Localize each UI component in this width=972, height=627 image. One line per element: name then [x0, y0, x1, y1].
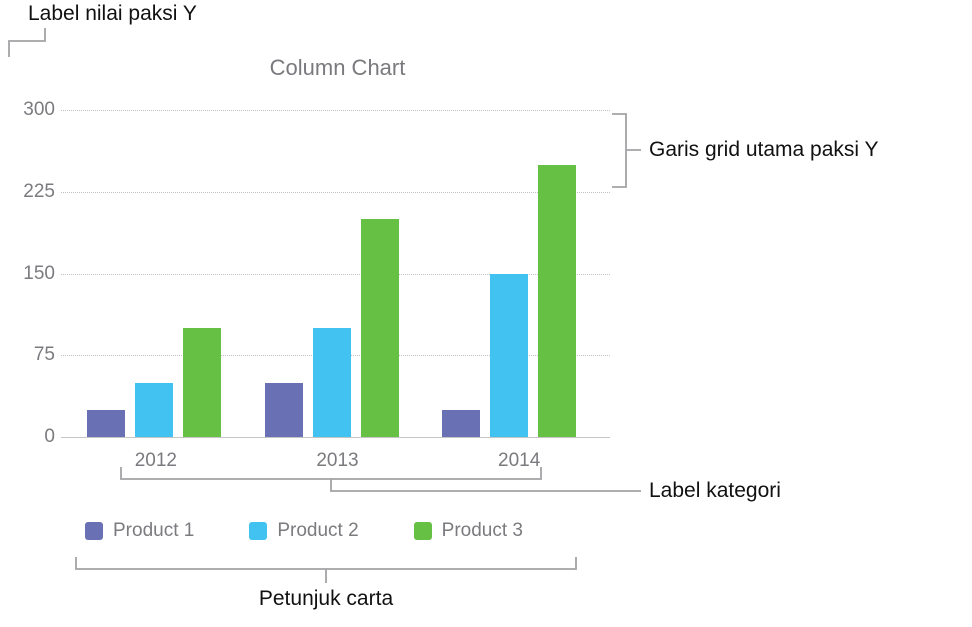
bar-groups [65, 110, 610, 437]
bar-group-2013 [243, 219, 421, 437]
bar-group-2012 [65, 328, 243, 437]
category-tick-label: 2013 [316, 450, 359, 471]
legend-swatch [413, 522, 432, 540]
bar-product-1-2013 [264, 382, 303, 437]
bar-product-2-2014 [490, 273, 529, 437]
chart-title: Column Chart [269, 55, 406, 80]
y-tick-label: 0 [44, 426, 55, 447]
bar-product-3-2014 [538, 164, 577, 437]
y-tick-label: 300 [23, 99, 55, 120]
x-axis-baseline [61, 437, 610, 438]
category-axis: 2012 2013 2014 [65, 450, 622, 472]
plot-area: 0 75 150 225 300 2012 2013 2014 [23, 99, 610, 471]
legend-series-label: Product 2 [277, 520, 359, 541]
y-tick-label: 150 [23, 262, 55, 284]
y-tick-label: 75 [33, 344, 55, 366]
bar-product-1-2012 [86, 409, 125, 437]
y-gridline [61, 191, 610, 193]
legend: Product 1 Product 2 Product 3 [85, 520, 523, 542]
y-gridline [61, 110, 610, 111]
bar-product-2-2012 [134, 382, 173, 437]
bar-group-2014 [420, 164, 598, 437]
callout-y-value-label: Label nilai paksi Y [28, 2, 197, 25]
callout-legend-label: Petunjuk carta [258, 587, 394, 610]
legend-item-product-2: Product 2 [249, 520, 359, 542]
category-tick-label: 2014 [498, 450, 541, 471]
gridline-bracket [612, 113, 641, 188]
legend-item-product-3: Product 3 [413, 520, 523, 542]
bar-product-3-2012 [182, 328, 221, 437]
y-axis-label-bracket [8, 28, 46, 57]
legend-swatch [85, 522, 103, 540]
bar-product-3-2013 [360, 219, 399, 437]
callout-gridline-label: Garis grid utama paksi Y [649, 138, 879, 161]
callout-category-label: Label kategori [649, 479, 781, 502]
bar-product-1-2014 [442, 409, 481, 437]
bar-product-2-2013 [312, 328, 351, 437]
y-gridline [61, 273, 610, 275]
category-tick-label: 2012 [134, 450, 177, 471]
legend-swatch [249, 522, 268, 540]
legend-bracket [75, 557, 577, 583]
legend-series-label: Product 1 [113, 520, 195, 541]
legend-item-product-1: Product 1 [85, 520, 194, 542]
legend-series-label: Product 3 [441, 520, 523, 541]
y-tick-label: 225 [23, 180, 55, 202]
